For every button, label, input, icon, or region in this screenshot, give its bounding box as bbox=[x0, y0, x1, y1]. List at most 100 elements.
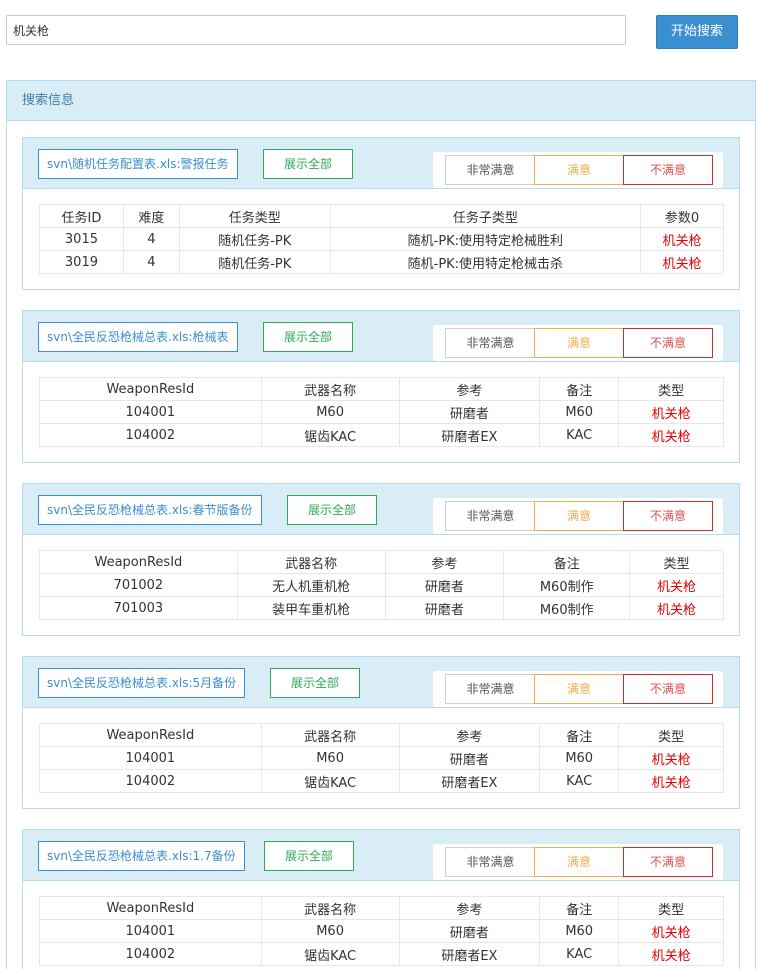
column-header: 参考 bbox=[398, 723, 541, 747]
table-cell: 研磨者EX bbox=[398, 423, 541, 447]
search-input[interactable] bbox=[6, 15, 626, 45]
table-cell: 4 bbox=[122, 250, 180, 274]
table-cell: 机关枪 bbox=[629, 596, 724, 620]
table-cell: 机关枪 bbox=[618, 423, 724, 447]
table-cell: KAC bbox=[539, 423, 620, 447]
satisfied-button[interactable]: 满意 bbox=[534, 501, 624, 531]
unsatisfied-button[interactable]: 不满意 bbox=[623, 328, 713, 358]
unsatisfied-button[interactable]: 不满意 bbox=[623, 155, 713, 185]
table-cell: 机关枪 bbox=[618, 400, 724, 424]
very-satisfied-button[interactable]: 非常满意 bbox=[445, 155, 535, 185]
table-cell: M60 bbox=[539, 746, 620, 770]
result-card: svn\全民反恐枪械总表.xls:5月备份 展示全部 非常满意 满意 不满意 Weapon… bbox=[22, 656, 740, 809]
column-header: 参数0 bbox=[640, 204, 724, 228]
show-all-button[interactable]: 展示全部 bbox=[270, 668, 360, 698]
table-cell: 研磨者 bbox=[398, 746, 541, 770]
source-file-button[interactable]: svn\全民反恐枪械总表.xls:1.7备份 bbox=[38, 841, 245, 871]
result-table: WeaponResId 武器名称 参考 备注 类型 104001 M60 研磨者 M60 机关枪 1… bbox=[39, 896, 724, 966]
column-header: WeaponResId bbox=[39, 377, 262, 401]
column-header: 备注 bbox=[539, 723, 620, 747]
result-card-header: svn\全民反恐枪械总表.xls:春节版备份 展示全部 非常满意 满意 不满意 bbox=[23, 484, 739, 535]
very-satisfied-button[interactable]: 非常满意 bbox=[445, 501, 535, 531]
satisfied-button[interactable]: 满意 bbox=[534, 847, 624, 877]
source-file-button[interactable]: svn\全民反恐枪械总表.xls:5月备份 bbox=[38, 668, 246, 698]
table-row: 104002 锯齿KAC 研磨者EX KAC 机关枪 bbox=[39, 769, 724, 793]
result-table: WeaponResId 武器名称 参考 备注 类型 104001 M60 研磨者 M60 机关枪 1… bbox=[39, 377, 724, 447]
satisfied-button[interactable]: 满意 bbox=[534, 328, 624, 358]
column-header: 武器名称 bbox=[260, 723, 400, 747]
result-card-header: svn\全民反恐枪械总表.xls:1.7备份 展示全部 非常满意 满意 不满意 bbox=[23, 830, 739, 881]
show-all-button[interactable]: 展示全部 bbox=[287, 495, 377, 525]
table-cell: M60 bbox=[539, 919, 620, 943]
table-cell: 701003 bbox=[39, 596, 238, 620]
table-row: 104002 锯齿KAC 研磨者EX KAC 机关枪 bbox=[39, 942, 724, 966]
very-satisfied-button[interactable]: 非常满意 bbox=[445, 328, 535, 358]
column-header: WeaponResId bbox=[39, 896, 262, 920]
very-satisfied-button[interactable]: 非常满意 bbox=[445, 847, 535, 877]
table-cell: 研磨者 bbox=[398, 400, 541, 424]
table-cell: 104001 bbox=[39, 400, 262, 424]
rating-group: 非常满意 满意 不满意 bbox=[433, 671, 723, 707]
table-cell: M60 bbox=[260, 919, 400, 943]
table-row: 3019 4 随机任务-PK 随机-PK:使用特定枪械击杀 机关枪 bbox=[39, 250, 724, 274]
result-card: svn\随机任务配置表.xls:警报任务 展示全部 非常满意 满意 不满意任务ID 难度任… bbox=[22, 137, 740, 290]
table-header-row: 任务ID 难度 任务类型 任务子类型 参数0 bbox=[39, 204, 724, 228]
table-cell: 机关枪 bbox=[618, 919, 724, 943]
rating-group: 非常满意 满意 不满意 bbox=[433, 498, 723, 534]
column-header: 类型 bbox=[629, 550, 724, 574]
result-card: svn\全民反恐枪械总表.xls:1.7备份 展示全部 非常满意 满意 不满意 Weapo… bbox=[22, 829, 740, 969]
column-header: 备注 bbox=[539, 896, 620, 920]
table-cell: 3015 bbox=[39, 227, 124, 251]
source-file-button[interactable]: svn\全民反恐枪械总表.xls:春节版备份 bbox=[38, 495, 262, 525]
table-cell: 机关枪 bbox=[618, 746, 724, 770]
table-cell: 104001 bbox=[39, 919, 262, 943]
table-cell: 机关枪 bbox=[640, 227, 724, 251]
table-header-row: WeaponResId 武器名称 参考 备注 类型 bbox=[39, 896, 724, 920]
table-cell: 随机-PK:使用特定枪械胜利 bbox=[329, 227, 642, 251]
panel-title: 搜索信息 bbox=[7, 81, 755, 121]
column-header: 任务子类型 bbox=[329, 204, 642, 228]
table-cell: 机关枪 bbox=[618, 769, 724, 793]
table-header-row: WeaponResId 武器名称 参考 备注 类型 bbox=[39, 550, 724, 574]
table-cell: 机关枪 bbox=[640, 250, 724, 274]
result-table: 任务ID 难度 任务类型 任务子类型 参数0 3015 4 随机任务-PK 随机-PK:使用特定… bbox=[39, 204, 724, 274]
table-cell: 研磨者EX bbox=[398, 769, 541, 793]
table-cell: M60 bbox=[260, 400, 400, 424]
table-cell: 3019 bbox=[39, 250, 124, 274]
table-cell: 研磨者 bbox=[384, 573, 505, 597]
search-button[interactable]: 开始搜索 bbox=[656, 15, 738, 49]
show-all-button[interactable]: 展示全部 bbox=[264, 841, 354, 871]
search-results-panel: 搜索信息 bbox=[6, 80, 756, 969]
satisfied-button[interactable]: 满意 bbox=[534, 674, 624, 704]
table-row: 104002 锯齿KAC 研磨者EX KAC 机关枪 bbox=[39, 423, 724, 447]
unsatisfied-button[interactable]: 不满意 bbox=[623, 501, 713, 531]
table-row: 701003 装甲车重机枪 研磨者 M60制作 机关枪 bbox=[39, 596, 724, 620]
table-header-row: WeaponResId 武器名称 参考 备注 类型 bbox=[39, 377, 724, 401]
column-header: 备注 bbox=[503, 550, 631, 574]
satisfied-button[interactable]: 满意 bbox=[534, 155, 624, 185]
unsatisfied-button[interactable]: 不满意 bbox=[623, 674, 713, 704]
column-header: 任务ID bbox=[39, 204, 124, 228]
table-row: 104001 M60 研磨者 M60 机关枪 bbox=[39, 746, 724, 770]
show-all-button[interactable]: 展示全部 bbox=[263, 322, 353, 352]
source-file-button[interactable]: svn\全民反恐枪械总表.xls:枪械表 bbox=[38, 322, 238, 352]
column-header: 参考 bbox=[398, 377, 541, 401]
table-cell: 装甲车重机枪 bbox=[236, 596, 386, 620]
table-row: 701002 无人机重机枪 研磨者 M60制作 机关枪 bbox=[39, 573, 724, 597]
very-satisfied-button[interactable]: 非常满意 bbox=[445, 674, 535, 704]
column-header: 武器名称 bbox=[260, 377, 400, 401]
rating-group: 非常满意 满意 不满意 bbox=[433, 844, 723, 880]
rating-group: 非常满意 满意 不满意 bbox=[433, 152, 723, 188]
source-file-button[interactable]: svn\随机任务配置表.xls:警报任务 bbox=[38, 149, 238, 179]
table-row: 3015 4 随机任务-PK 随机-PK:使用特定枪械胜利 机关枪 bbox=[39, 227, 724, 251]
result-table: WeaponResId 武器名称 参考 备注 类型 701002 无人机重机枪 研磨者 M60制… bbox=[39, 550, 724, 620]
table-cell: 锯齿KAC bbox=[260, 942, 400, 966]
table-cell: 104002 bbox=[39, 423, 262, 447]
table-cell: M60制作 bbox=[503, 596, 631, 620]
column-header: WeaponResId bbox=[39, 550, 238, 574]
show-all-button[interactable]: 展示全部 bbox=[263, 149, 353, 179]
table-cell: 锯齿KAC bbox=[260, 423, 400, 447]
column-header: 备注 bbox=[539, 377, 620, 401]
unsatisfied-button[interactable]: 不满意 bbox=[623, 847, 713, 877]
table-header-row: WeaponResId 武器名称 参考 备注 类型 bbox=[39, 723, 724, 747]
